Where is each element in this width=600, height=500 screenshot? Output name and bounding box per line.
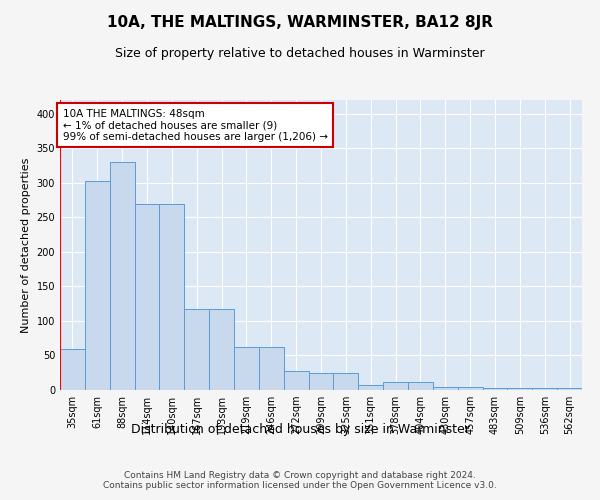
Bar — [557, 388, 582, 390]
Bar — [85, 182, 110, 390]
Text: Distribution of detached houses by size in Warminster: Distribution of detached houses by size … — [131, 422, 469, 436]
Bar — [308, 372, 334, 390]
Bar — [508, 388, 532, 390]
Bar — [184, 308, 209, 390]
Bar — [482, 388, 508, 390]
Bar — [358, 385, 383, 390]
Bar — [259, 346, 284, 390]
Bar — [383, 382, 408, 390]
Text: 10A, THE MALTINGS, WARMINSTER, BA12 8JR: 10A, THE MALTINGS, WARMINSTER, BA12 8JR — [107, 15, 493, 30]
Bar — [110, 162, 134, 390]
Bar — [284, 372, 308, 390]
Text: Size of property relative to detached houses in Warminster: Size of property relative to detached ho… — [115, 48, 485, 60]
Text: Contains HM Land Registry data © Crown copyright and database right 2024.
Contai: Contains HM Land Registry data © Crown c… — [103, 470, 497, 490]
Y-axis label: Number of detached properties: Number of detached properties — [21, 158, 31, 332]
Bar — [234, 346, 259, 390]
Text: 10A THE MALTINGS: 48sqm
← 1% of detached houses are smaller (9)
99% of semi-deta: 10A THE MALTINGS: 48sqm ← 1% of detached… — [62, 108, 328, 142]
Bar — [209, 308, 234, 390]
Bar — [334, 372, 358, 390]
Bar — [134, 204, 160, 390]
Bar — [60, 348, 85, 390]
Bar — [408, 382, 433, 390]
Bar — [458, 387, 482, 390]
Bar — [160, 204, 184, 390]
Bar — [433, 387, 458, 390]
Bar — [532, 388, 557, 390]
